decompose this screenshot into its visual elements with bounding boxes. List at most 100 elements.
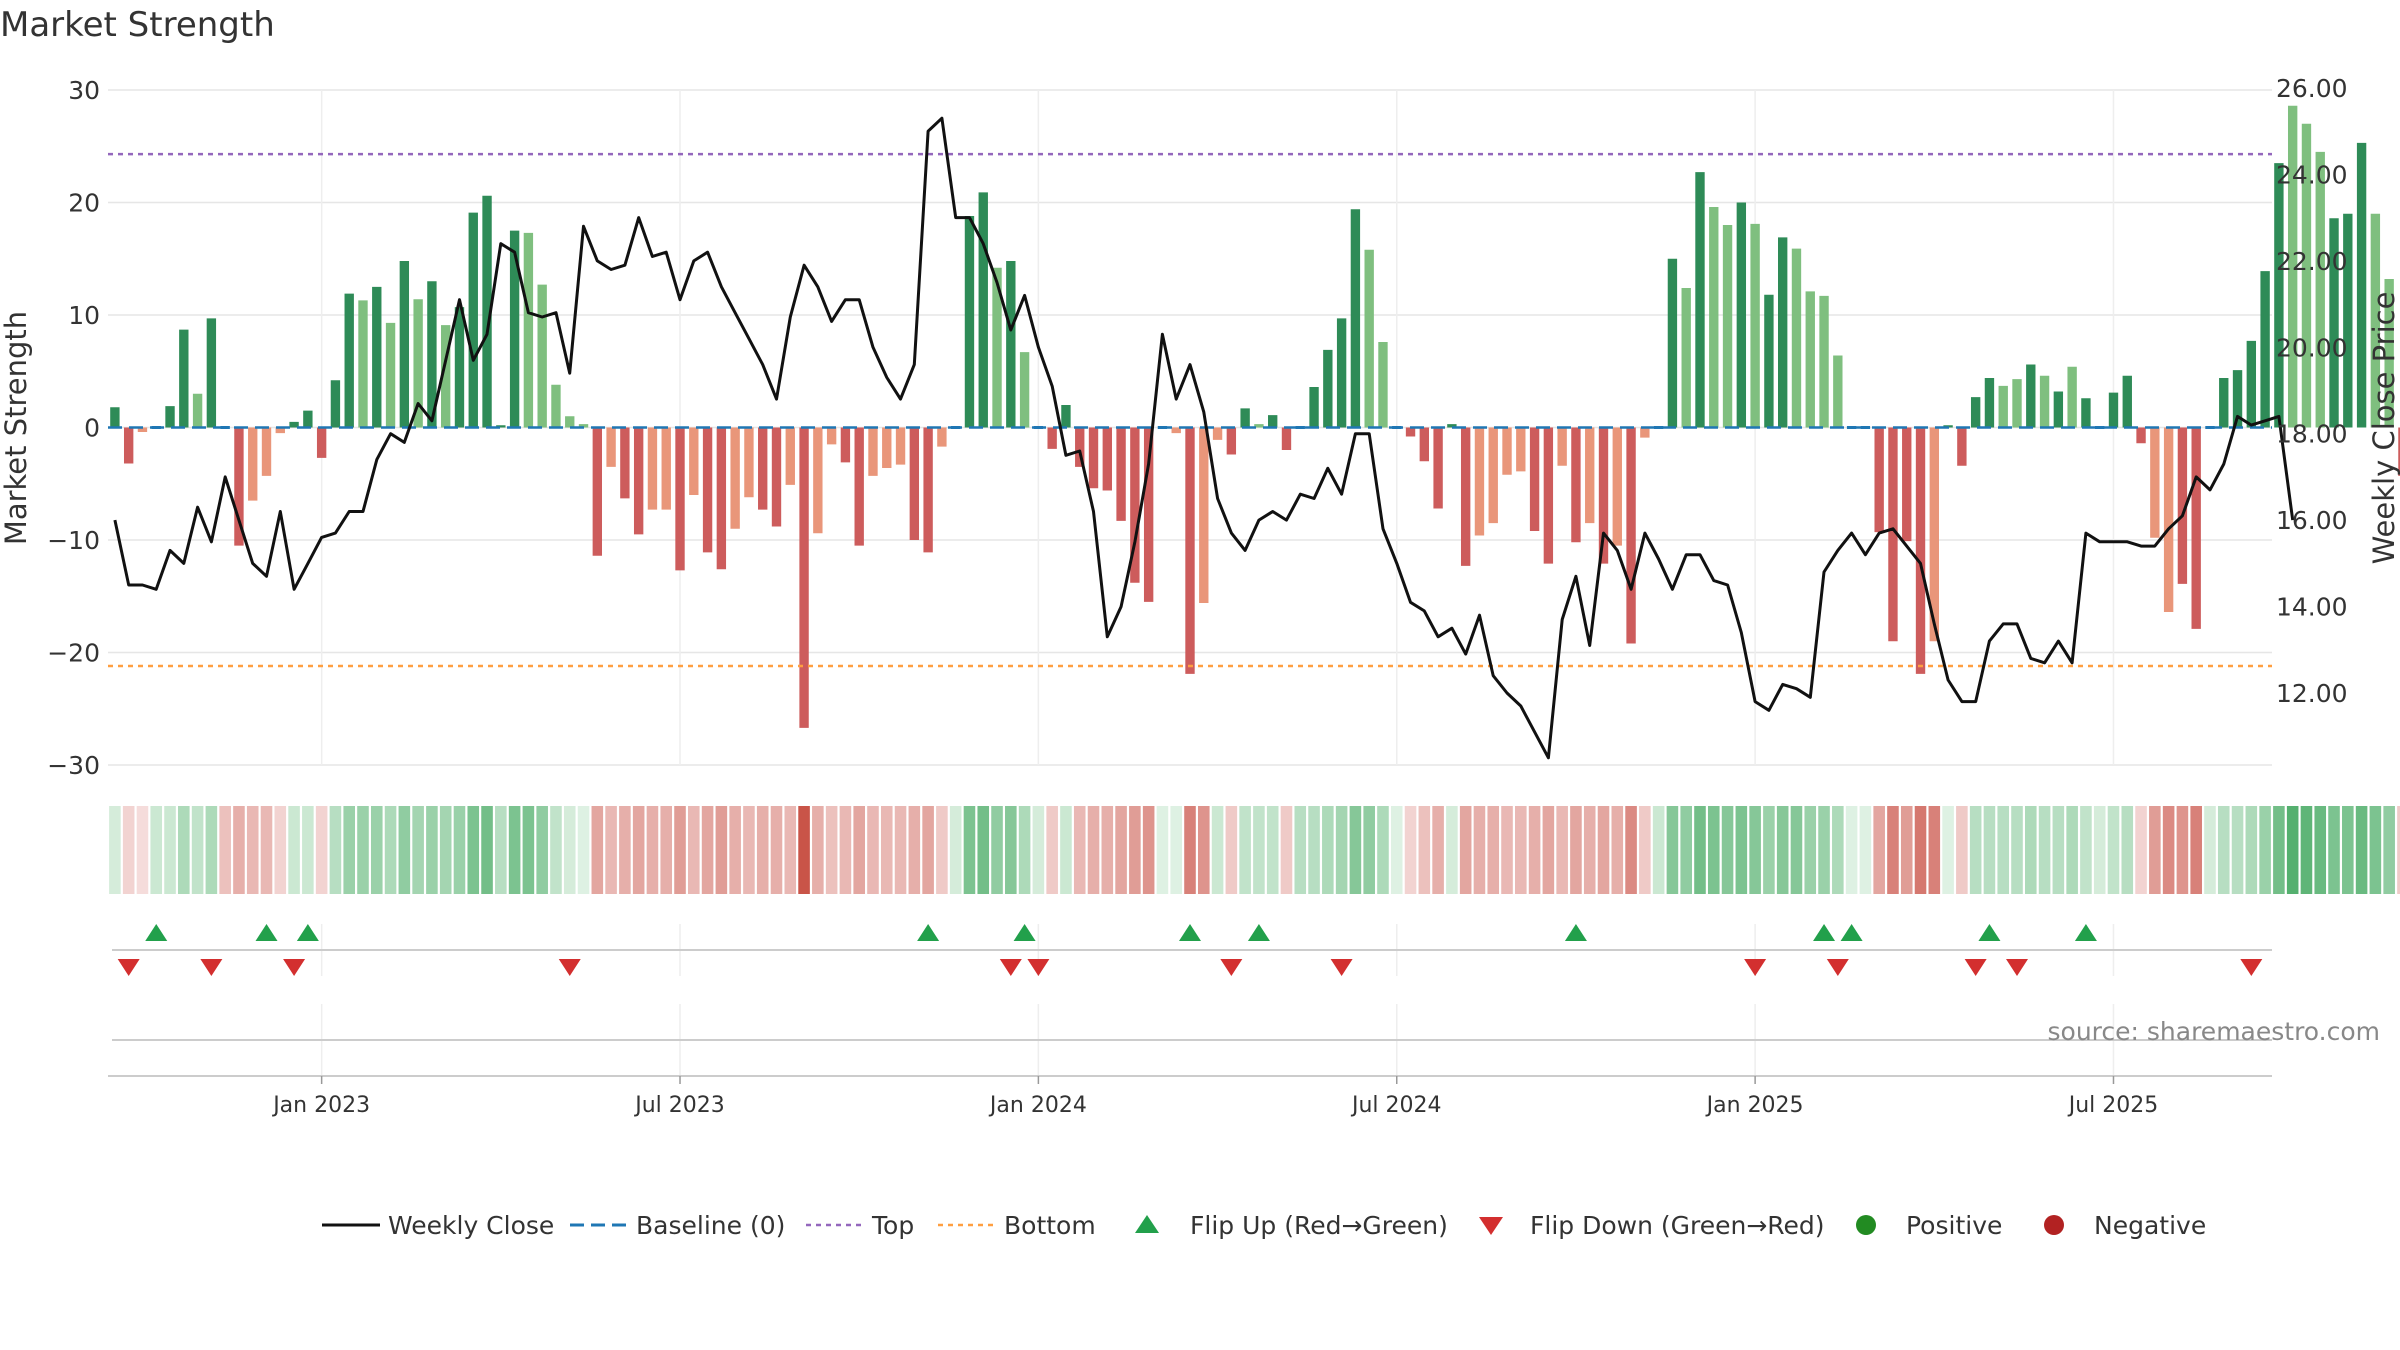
strength-bar — [2329, 218, 2339, 428]
strength-bar — [2177, 427, 2188, 584]
strength-bar — [868, 427, 878, 476]
heat-cell — [1115, 806, 1127, 894]
heat-cell — [1197, 806, 1210, 894]
strength-bar — [316, 427, 327, 458]
strength-bar — [206, 318, 217, 428]
heat-cell — [1073, 806, 1086, 894]
strength-bar — [468, 212, 478, 428]
heat-cell — [1211, 806, 1224, 894]
strength-bar — [551, 384, 561, 428]
heat-cell — [1142, 806, 1155, 894]
flip-up-marker — [145, 924, 168, 941]
strength-bar — [1006, 261, 1016, 428]
strength-bar — [882, 427, 892, 468]
legend-label: Bottom — [1004, 1211, 1096, 1240]
heat-cell — [1625, 806, 1637, 894]
strength-bar — [937, 427, 947, 447]
strength-bar — [1915, 427, 1926, 674]
heat-cell — [1432, 806, 1444, 894]
left-tick-label: −10 — [47, 526, 100, 555]
flip-down-marker — [1027, 959, 1050, 976]
heat-cell — [674, 806, 686, 894]
chart-title: Market Strength — [0, 5, 275, 45]
heat-cell — [1652, 806, 1665, 894]
strength-bar — [1047, 427, 1057, 449]
heat-cell — [343, 806, 355, 894]
legend-label: Top — [871, 1211, 914, 1240]
strength-bar — [2191, 427, 2201, 629]
strength-bar — [702, 427, 713, 553]
heat-cell — [178, 806, 190, 894]
heat-cell — [1528, 806, 1541, 894]
heat-cell — [949, 806, 962, 894]
strength-bar — [840, 427, 851, 463]
strength-bar — [261, 427, 272, 476]
heat-cell — [853, 806, 865, 894]
heat-cell — [743, 806, 755, 894]
flip-markers — [112, 924, 2272, 976]
source-label: source: sharemaestro.com — [2048, 1017, 2381, 1046]
heat-cell — [1129, 806, 1141, 894]
heat-cell — [398, 806, 411, 894]
strength-bar — [372, 286, 382, 428]
strength-bar — [1309, 387, 1319, 428]
heat-cell — [1983, 806, 1996, 894]
heat-cell — [370, 806, 383, 894]
right-tick-label: 18.00 — [2276, 420, 2348, 449]
strength-bar — [123, 427, 134, 464]
strength-bar — [1585, 427, 1595, 524]
heat-cell — [2300, 806, 2313, 894]
strength-bar — [813, 427, 823, 534]
left-axis-label: Market Strength — [0, 311, 33, 545]
strength-bar — [1998, 385, 2008, 428]
heat-cell — [1515, 806, 1527, 894]
flip-up-marker — [1564, 924, 1587, 941]
strength-bar — [1902, 427, 1912, 542]
flip-up-marker — [917, 924, 940, 941]
heat-cell — [688, 806, 700, 894]
heat-cell — [784, 806, 797, 894]
strength-bar — [2081, 398, 2091, 428]
strength-bar — [1130, 427, 1140, 583]
heat-cell — [1804, 806, 1817, 894]
heat-cell — [315, 806, 328, 894]
heat-cell — [922, 806, 934, 894]
heat-cell — [246, 806, 259, 894]
strength-bar — [165, 406, 175, 428]
heat-cell — [1694, 806, 1706, 894]
heat-cell — [1308, 806, 1320, 894]
heat-cell — [2025, 806, 2037, 894]
strength-bar — [1736, 202, 1747, 428]
flip-down-marker — [1826, 959, 1849, 976]
strength-bar — [895, 427, 906, 465]
heat-cell — [2121, 806, 2134, 894]
strength-bar — [2012, 379, 2022, 428]
strength-bar — [2274, 163, 2284, 428]
right-tick-label: 26.00 — [2276, 74, 2348, 103]
strength-bar — [964, 216, 975, 428]
strength-bar — [1722, 225, 1733, 428]
strength-bar — [1667, 258, 1678, 428]
left-tick-label: 20 — [68, 189, 100, 218]
heat-cell — [1873, 806, 1885, 894]
heat-cell — [1060, 806, 1072, 894]
heat-cell — [1005, 806, 1017, 894]
heat-cell — [2176, 806, 2189, 894]
strength-bar — [1516, 427, 1526, 472]
x-axis: Jan 2023 Jul 2023 Jan 2024 Jul 2024 Jan 2025… — [108, 1075, 2272, 1118]
heat-cell — [233, 806, 245, 894]
heat-cell — [770, 806, 783, 894]
heat-cell — [522, 806, 535, 894]
strength-bar — [799, 427, 809, 728]
heat-cell — [1735, 806, 1748, 894]
strength-bar — [2315, 151, 2325, 428]
strength-bar — [606, 427, 616, 467]
flip-down-marker — [2240, 959, 2263, 976]
heat-cell — [991, 806, 1003, 894]
flip-down-marker — [558, 959, 581, 976]
strength-bar — [303, 410, 313, 428]
heat-cell — [136, 806, 149, 894]
strength-bar — [716, 427, 727, 570]
strength-bar — [385, 322, 396, 428]
